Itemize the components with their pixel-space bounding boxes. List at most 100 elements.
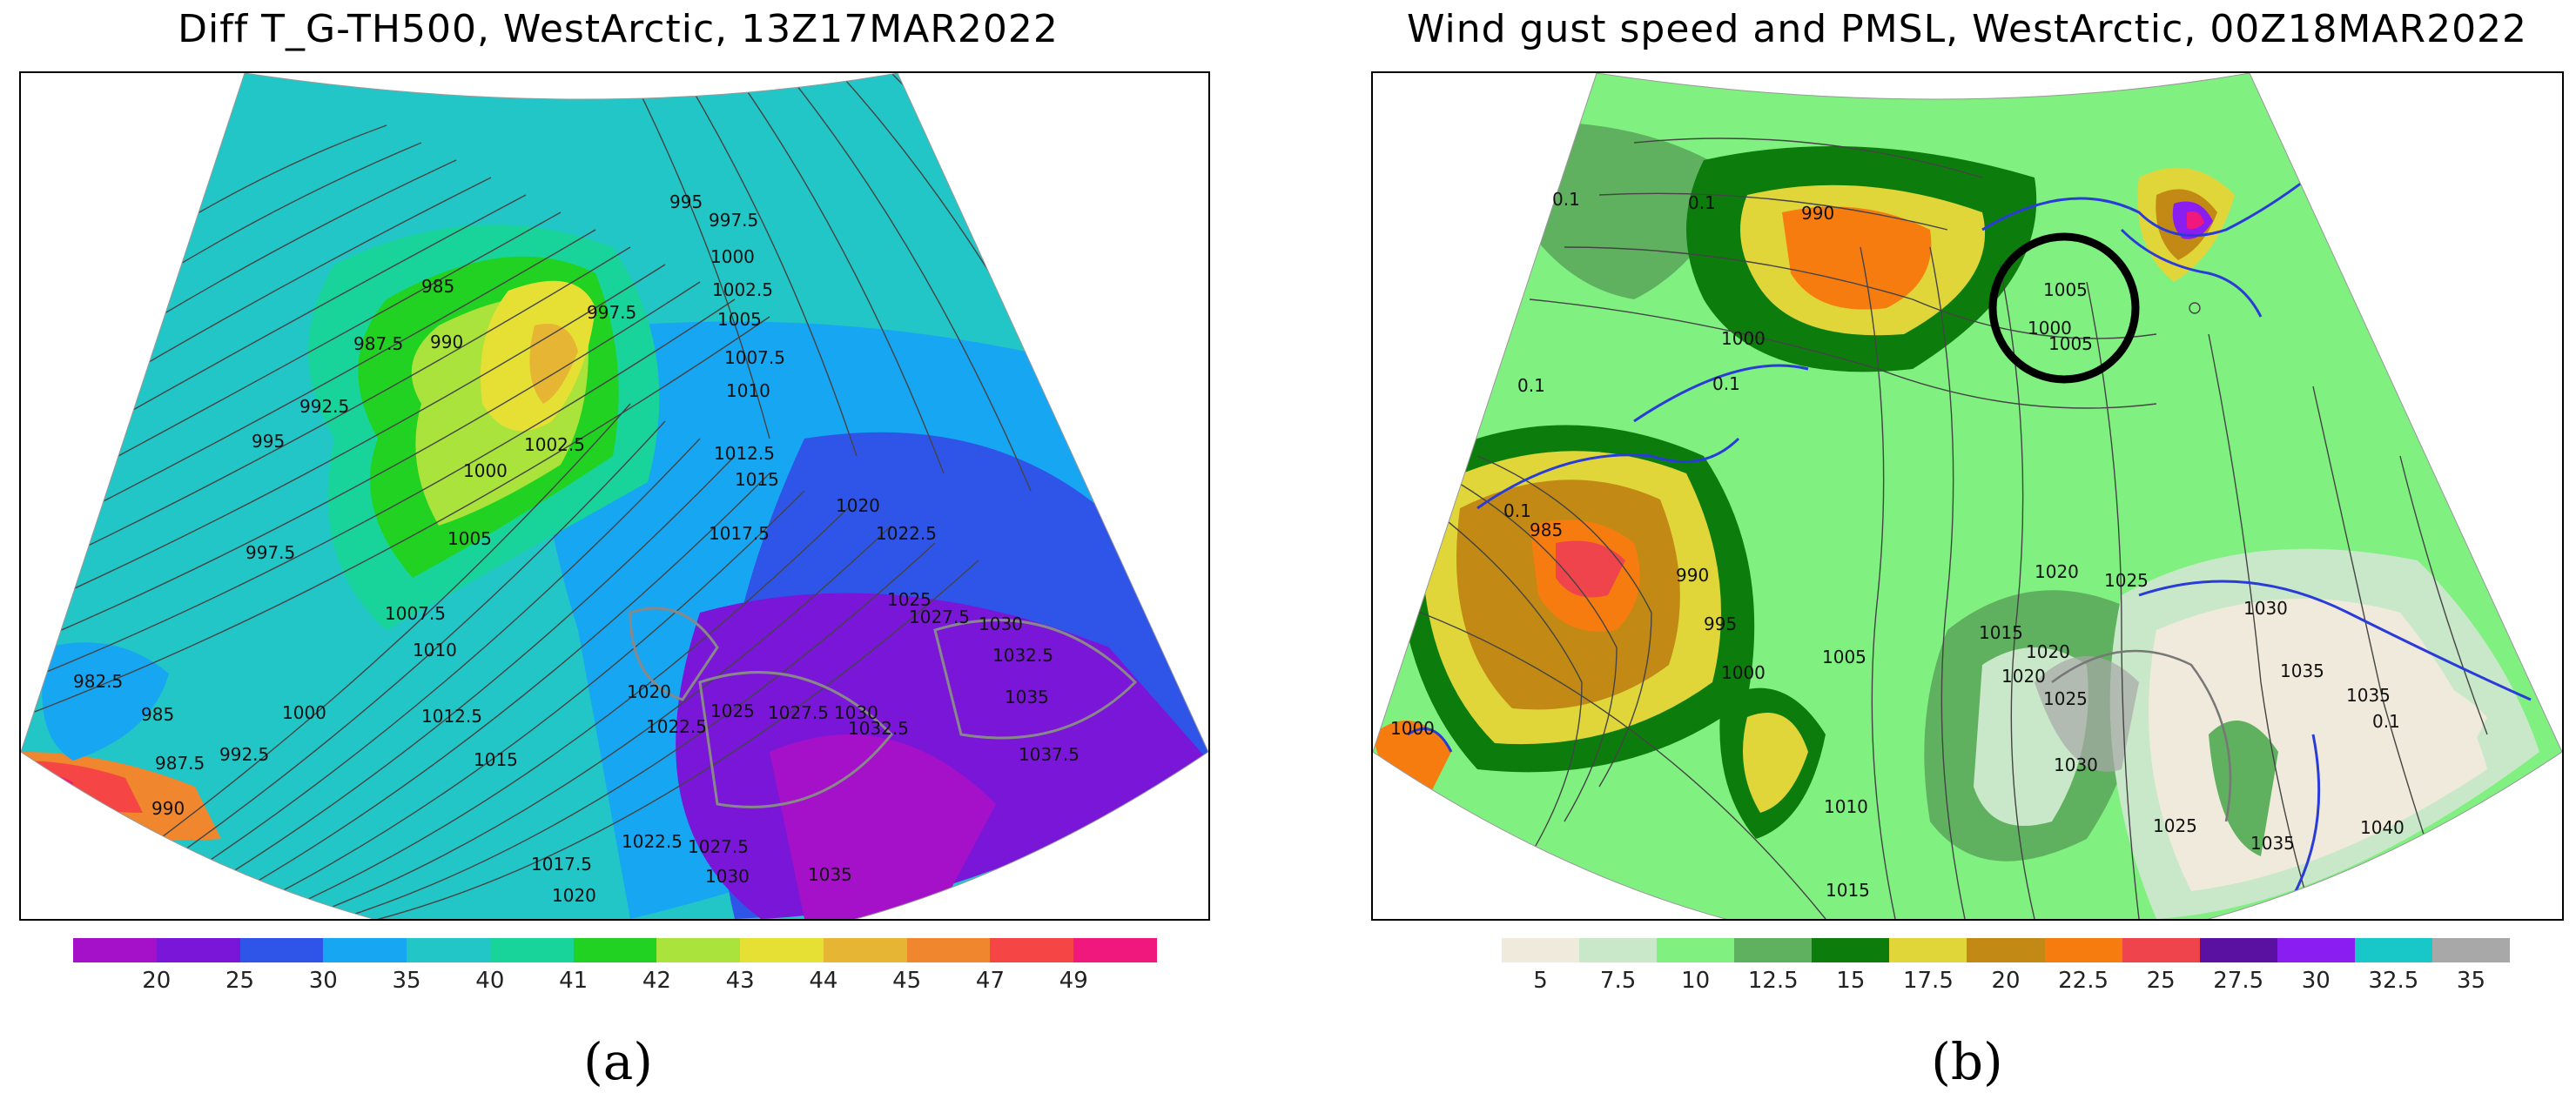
- isobar-label: 1030: [979, 613, 1023, 634]
- colorbar-swatches: [1502, 938, 2511, 962]
- colorbar-tick-label: 10: [1681, 968, 1711, 994]
- isobar-label: 1032.5: [848, 718, 909, 739]
- isobar-label: 1027.5: [688, 836, 749, 857]
- isobar-label: 1002.5: [712, 279, 773, 300]
- colorbar-swatch: [1073, 938, 1157, 962]
- isobar-label: 1005: [447, 528, 492, 549]
- isobar-label: 0.1: [1503, 500, 1531, 521]
- isobar-label: 1025: [2153, 815, 2197, 836]
- colorbar-tick-label: 25: [225, 968, 255, 994]
- isobar-label: 1040: [2360, 817, 2404, 838]
- isobar-label: 1015: [1979, 622, 2023, 643]
- isobar-label: 1015: [735, 469, 779, 490]
- colorbar-tick-label: 30: [308, 968, 338, 994]
- isobar-label: 997.5: [709, 210, 758, 231]
- colorbar-swatch: [1889, 938, 1967, 962]
- colorbar-tick-label: 41: [559, 968, 589, 994]
- isobar-label: 995: [252, 431, 285, 452]
- colorbar-swatch: [2277, 938, 2355, 962]
- colorbar-swatch: [407, 938, 490, 962]
- temperature-difference-map: 995 997.5 1000 985 1002.5 1005 997.5 990…: [19, 71, 1210, 921]
- isobar-label: 1030: [2243, 598, 2288, 619]
- panel-b: Wind gust speed and PMSL, WestArctic, 00…: [1358, 0, 2576, 1113]
- panel-a-title: Diff T_G-TH500, WestArctic, 13Z17MAR2022: [178, 7, 1059, 51]
- colorbar-tick-label: 27.5: [2213, 968, 2264, 994]
- colorbar-swatch: [823, 938, 907, 962]
- isobar-label: 1020: [552, 885, 596, 906]
- isobar-label: 1035: [2346, 685, 2391, 706]
- colorbar-swatch: [1657, 938, 1735, 962]
- isobar-label: 1025: [2104, 570, 2149, 591]
- isobar-label: 1010: [413, 640, 457, 660]
- isobar-label: 1007.5: [385, 603, 446, 624]
- colorbar-ticks: 20 25 30 35 40 41 42 43 44 45 47 49: [73, 962, 1157, 997]
- colorbar-tick-label: 20: [1991, 968, 2021, 994]
- isobar-label: 1000: [282, 702, 326, 723]
- colorbar-swatch: [2122, 938, 2200, 962]
- isobar-label: 985: [421, 276, 454, 297]
- isobar-label: 997.5: [245, 542, 295, 563]
- isobar-label: 995: [669, 191, 703, 212]
- colorbar-swatch: [2354, 938, 2432, 962]
- wind-gust-pmsl-map: 990 1005 1000 0.1 0.1 0.1 0.1 1000 1005 …: [1371, 71, 2564, 921]
- colorbar-tick-label: 5: [1533, 968, 1548, 994]
- isobar-label: 992.5: [299, 396, 349, 417]
- colorbar-swatch: [489, 938, 574, 962]
- panel-b-title: Wind gust speed and PMSL, WestArctic, 00…: [1406, 7, 2528, 51]
- colorbar-ticks: 5 7.5 10 12.5 15 17.5 20 22.5 25 27.5 30 32.5 35: [1502, 962, 2510, 997]
- highlight-circle: [1988, 232, 2140, 384]
- temperature-difference-map-svg: 995 997.5 1000 985 1002.5 1005 997.5 990…: [21, 73, 1208, 919]
- colorbar-tick-label: 20: [142, 968, 172, 994]
- isobar-label: 1035: [2280, 660, 2324, 681]
- isobar-label: 1035: [2250, 833, 2295, 854]
- isobar-label: 1030: [834, 702, 878, 723]
- isobar-label: 0.1: [2372, 711, 2400, 732]
- isobar-label: 1012.5: [421, 706, 482, 727]
- colorbar-swatch: [73, 938, 157, 962]
- isobar-label: 1025: [887, 589, 932, 610]
- isobar-label: 992.5: [219, 744, 269, 765]
- isobar-label: 1007.5: [724, 347, 785, 368]
- isobar-label: 1030: [2054, 754, 2098, 775]
- isobar-label: 1022.5: [876, 523, 937, 544]
- colorbar-swatch: [1734, 938, 1813, 962]
- isobar-label: 1000: [710, 246, 755, 267]
- isobar-label: 1035: [1005, 687, 1049, 707]
- panel-b-colorbar: 5 7.5 10 12.5 15 17.5 20 22.5 25 27.5 30 32.5 35: [1502, 938, 2511, 997]
- colorbar-tick-label: 47: [975, 968, 1005, 994]
- panel-a: Diff T_G-TH500, WestArctic, 13Z17MAR2022: [0, 0, 1236, 1113]
- isobar-label: 1012.5: [714, 443, 775, 464]
- isobar-label: 1020: [627, 681, 671, 702]
- isobar-label: 997.5: [587, 302, 636, 323]
- colorbar-swatch: [2199, 938, 2277, 962]
- isobar-label: 1030: [705, 866, 750, 887]
- colorbar-swatch: [239, 938, 324, 962]
- colorbar-tick-label: 7.5: [1599, 968, 1637, 994]
- colorbar-tick-label: 22.5: [2058, 968, 2109, 994]
- colorbar-swatch: [656, 938, 741, 962]
- colorbar-swatch: [906, 938, 991, 962]
- isobar-label: 0.1: [1712, 373, 1740, 394]
- isobar-label: 1000: [1390, 718, 1435, 739]
- isobar-label: 990: [430, 332, 463, 352]
- colorbar-tick-label: 49: [1059, 968, 1088, 994]
- isobar-label: 1022.5: [646, 716, 707, 737]
- isobar-label: 1000: [1721, 662, 1766, 683]
- colorbar-tick-label: 25: [2146, 968, 2176, 994]
- isobar-label: 995: [1704, 613, 1737, 634]
- isobar-label: 1015: [1826, 880, 1870, 901]
- isobar-label: 1005: [2043, 279, 2088, 300]
- colorbar-swatches: [73, 938, 1157, 962]
- isobar-label: 1037.5: [1019, 744, 1079, 765]
- isobar-label: 1005: [2048, 333, 2093, 354]
- isobar-label: 1000: [1721, 328, 1766, 349]
- isobar-label: 1017.5: [709, 523, 770, 544]
- colorbar-tick-label: 12.5: [1747, 968, 1799, 994]
- colorbar-swatch: [740, 938, 824, 962]
- isobar-label: 1000: [463, 460, 508, 481]
- colorbar-tick-label: 17.5: [1902, 968, 1954, 994]
- colorbar-tick-label: 40: [475, 968, 505, 994]
- isobar-label: 1017.5: [531, 854, 592, 875]
- isobar-label: 1027.5: [768, 702, 829, 723]
- colorbar-swatch: [573, 938, 657, 962]
